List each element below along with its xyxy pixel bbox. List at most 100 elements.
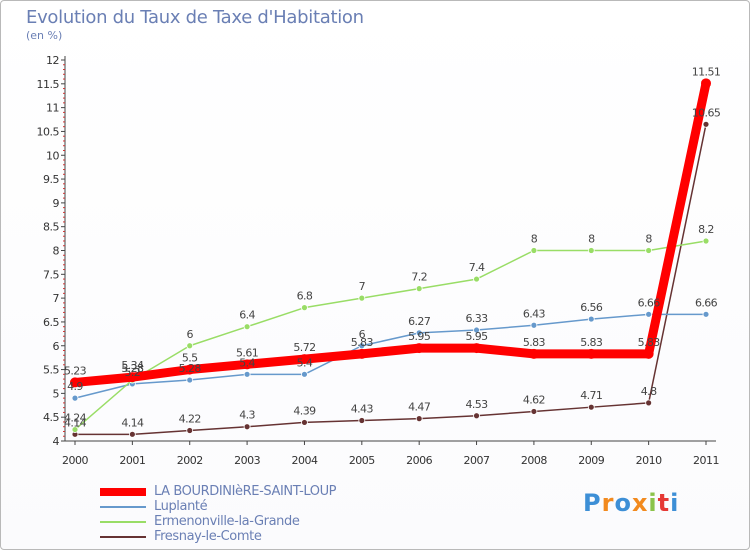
y-tick-label: 7.5 [43,268,59,281]
y-tick-label: 11 [46,102,59,115]
data-point [184,364,195,375]
y-tick-label: 4.5 [43,411,59,424]
data-point [243,423,251,431]
data-point [530,247,538,254]
x-tick-label: 2001 [119,454,145,467]
chart-legend: LA BOURDINIèRE-SAINT-LOUP Luplanté Ermenon… [100,484,337,544]
y-tick-label: 10 [46,149,59,162]
data-label: 8.2 [698,223,714,236]
data-label: 6 [359,328,366,341]
data-point [301,370,308,378]
data-point [645,310,653,318]
data-label: 5.2 [125,366,141,379]
data-point [301,304,308,312]
legend-swatch [100,535,146,538]
data-point [299,354,310,365]
data-label: 4.24 [64,412,87,425]
data-label: 5.95 [465,330,488,343]
legend-item: LA BOURDINIèRE-SAINT-LOUP [100,484,337,499]
data-point [702,310,710,318]
data-label: 8 [645,233,652,246]
y-tick-label: 6 [53,340,60,353]
data-point [243,370,251,378]
data-label: 5.83 [523,336,546,349]
logo-letter: r [601,489,615,517]
data-label: 4.53 [465,398,488,411]
data-point [530,321,538,329]
x-tick-label: 2009 [578,454,604,467]
data-point [414,343,425,354]
data-label: 5.61 [236,346,258,359]
y-tick-label: 9 [53,197,60,210]
data-point [701,78,711,89]
data-label: 4.71 [580,389,602,402]
data-label: 7.4 [469,261,485,274]
legend-label: Luplanté [154,499,208,514]
data-label: 5.28 [121,362,144,375]
logo-letter: o [614,489,632,517]
data-point [587,403,595,411]
data-label: 4.8 [641,385,657,398]
chart-title: Evolution du Taux de Taxe d'Habitation [26,7,364,28]
legend-label: Ermenonville-la-Grande [154,514,300,529]
series-line-3 [74,123,707,436]
data-point [473,412,480,420]
data-point [358,294,366,302]
data-label: 4.3 [239,409,255,422]
legend-label: LA BOURDINIèRE-SAINT-LOUP [154,484,337,499]
data-label: 4.43 [351,403,374,416]
y-tick-label: 8.5 [43,221,59,234]
chart-unit-label: (en %) [26,29,63,42]
x-tick-label: 2010 [636,454,662,467]
data-label: 4.62 [523,393,545,406]
data-label: 4.14 [121,416,144,429]
x-tick-label: 2005 [349,454,375,467]
data-label: 11.51 [692,65,721,78]
y-tick-label: 5 [53,387,60,400]
legend-item: Ermenonville-la-Grande [100,514,336,529]
data-label: 4.9 [67,380,83,393]
data-point [127,372,138,383]
data-point [356,348,367,359]
data-label: 5.95 [408,330,431,343]
data-label: 6.8 [297,290,313,303]
data-label: 4.14 [64,416,87,429]
data-point [702,237,710,245]
data-point [71,394,79,402]
data-point [358,342,366,350]
series-line-1 [74,313,707,399]
x-tick-label: 2007 [464,454,490,467]
data-point [415,329,423,337]
data-point [186,427,194,434]
data-label: 6.56 [580,301,603,314]
legend-swatch [100,505,146,508]
series-line-2 [74,240,707,431]
data-point [358,417,366,424]
data-point [645,399,653,407]
legend-label: Fresnay-le-Comte [154,529,262,544]
data-label: 4.22 [179,413,201,426]
data-point [415,415,423,423]
x-tick-label: 2008 [521,454,547,467]
data-label: 8 [588,233,595,246]
data-point [586,348,597,359]
data-label: 6.43 [523,307,546,320]
data-point [530,408,538,415]
data-point [243,323,251,331]
x-tick-label: 2000 [62,454,88,467]
data-point [128,430,136,438]
data-label: 5.23 [64,364,87,377]
legend-swatch [100,487,146,496]
data-label: 6.27 [408,315,431,328]
data-point [415,285,423,293]
logo-letter: t [657,489,671,517]
data-point [71,426,79,433]
legend-item: Luplanté [100,499,336,514]
data-label: 8 [531,233,538,246]
data-point [528,348,539,359]
data-point [645,247,653,254]
x-tick-label: 2003 [234,454,260,467]
data-label: 5.72 [293,341,315,354]
data-label: 6.66 [638,296,661,309]
